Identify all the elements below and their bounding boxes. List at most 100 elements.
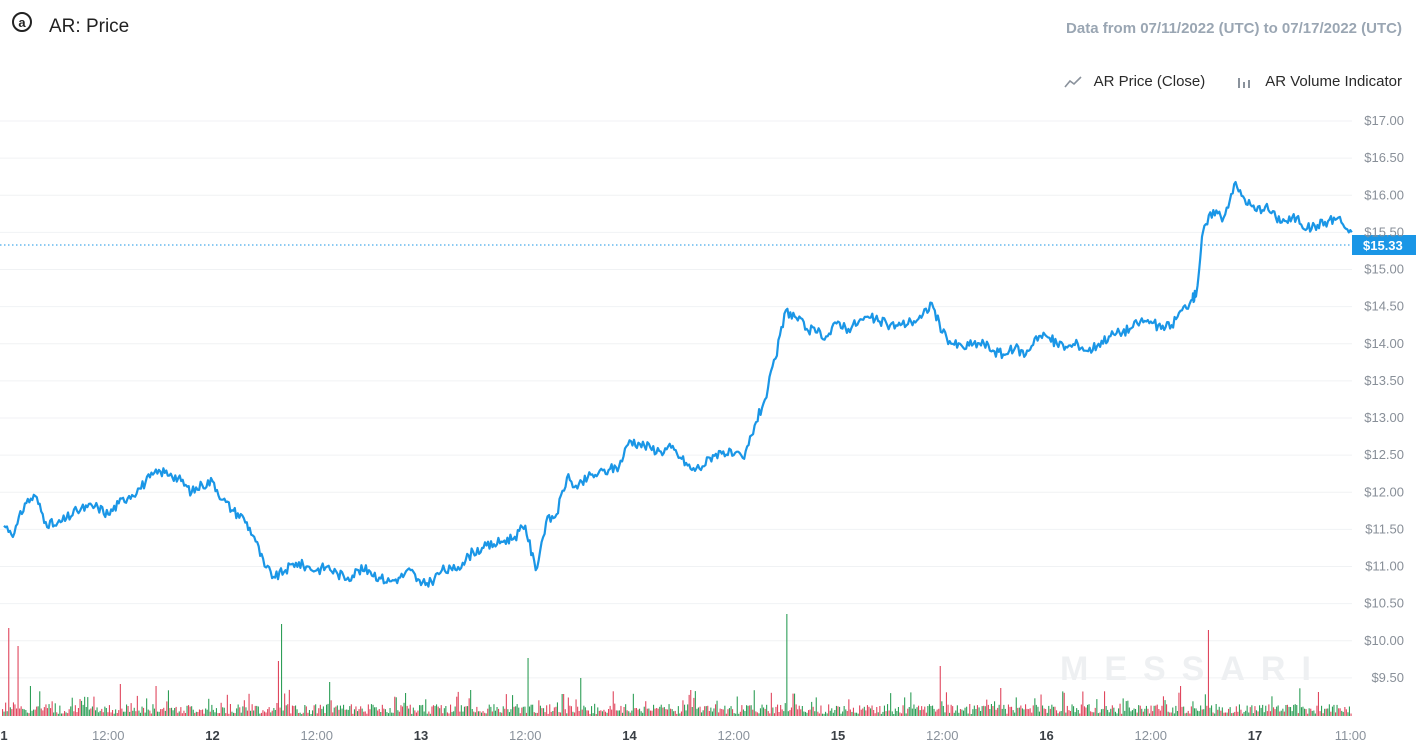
- volume-bar: [767, 711, 769, 716]
- x-tick-label: 16: [1039, 728, 1053, 743]
- volume-bar: [639, 708, 641, 716]
- volume-bar: [527, 658, 529, 716]
- y-tick-label: $9.50: [1371, 670, 1404, 685]
- volume-bar: [70, 706, 72, 716]
- volume-bar: [1015, 697, 1017, 716]
- volume-bar: [512, 695, 514, 716]
- volume-bar: [1014, 712, 1016, 716]
- volume-bar: [1127, 700, 1129, 716]
- volume-bar: [405, 693, 407, 716]
- volume-bar: [516, 704, 518, 716]
- volume-bar: [831, 708, 833, 716]
- volume-bar: [426, 713, 428, 716]
- y-tick-label: $14.50: [1364, 299, 1404, 314]
- volume-bar: [1321, 705, 1323, 716]
- volume-bar: [634, 708, 636, 716]
- volume-bar: [223, 707, 225, 716]
- volume-bar: [1063, 692, 1065, 716]
- volume-bar: [502, 706, 504, 716]
- legend-item-price[interactable]: AR Price (Close): [1063, 73, 1205, 90]
- volume-bar: [180, 707, 182, 716]
- volume-bar: [1319, 711, 1321, 716]
- volume-bar: [530, 704, 532, 716]
- volume-bar: [569, 705, 571, 716]
- volume-bar: [369, 709, 371, 716]
- volume-bar: [279, 707, 281, 716]
- volume-bar: [961, 709, 963, 716]
- volume-bar: [307, 712, 309, 716]
- grid-lines: [0, 120, 1352, 679]
- volume-bar: [200, 710, 202, 716]
- volume-bar: [1049, 708, 1051, 716]
- volume-bar: [815, 697, 817, 716]
- volume-bar: [95, 710, 97, 716]
- volume-bar: [406, 705, 408, 716]
- volume-bar: [835, 705, 837, 716]
- volume-bar: [637, 709, 639, 716]
- volume-bar: [538, 700, 540, 716]
- volume-bar: [1317, 692, 1319, 716]
- volume-bar: [281, 624, 283, 716]
- volume-bar: [468, 698, 470, 716]
- volume-bar: [1001, 708, 1003, 716]
- volume-bar: [1073, 706, 1075, 716]
- volume-bar: [178, 711, 180, 716]
- volume-bar: [98, 712, 100, 716]
- volume-bar: [59, 705, 61, 716]
- volume-bar: [896, 711, 898, 716]
- volume-bar: [504, 708, 506, 716]
- volume-bar: [40, 708, 42, 716]
- volume-bar: [219, 713, 221, 716]
- volume-bar: [933, 708, 935, 716]
- volume-bar: [868, 706, 870, 716]
- volume-bar: [856, 712, 858, 716]
- volume-bar: [978, 707, 980, 716]
- volume-bar: [1180, 686, 1182, 716]
- volume-bar: [400, 705, 402, 716]
- volume-bar: [987, 704, 989, 716]
- volume-bar: [574, 712, 576, 716]
- volume-bar: [556, 702, 558, 716]
- volume-bar: [1235, 706, 1237, 716]
- volume-bar: [339, 705, 341, 716]
- volume-bar: [876, 707, 878, 716]
- volume-bar: [122, 711, 124, 716]
- volume-bar: [1124, 710, 1126, 716]
- volume-bar: [1331, 706, 1333, 716]
- bar-chart-icon: [1238, 77, 1251, 88]
- volume-bar: [1012, 710, 1014, 716]
- volume-bar: [646, 708, 648, 716]
- x-tick-label: 11:00: [1335, 728, 1367, 743]
- volume-bar: [739, 711, 741, 716]
- volume-bar: [854, 712, 856, 716]
- volume-bar: [812, 706, 814, 716]
- volume-bar: [834, 710, 836, 716]
- volume-bar: [635, 708, 637, 716]
- volume-bar: [578, 711, 580, 716]
- volume-bar: [1169, 712, 1171, 716]
- volume-bar: [1314, 713, 1316, 716]
- volume-bar: [268, 707, 270, 716]
- volume-bar: [891, 711, 893, 716]
- volume-bar: [783, 711, 785, 716]
- volume-bar: [697, 707, 699, 716]
- volume-bar: [1020, 705, 1022, 716]
- x-tick-label: 12: [205, 728, 219, 743]
- volume-bar: [640, 711, 642, 716]
- volume-bar: [758, 713, 760, 716]
- volume-bar: [46, 708, 48, 716]
- volume-bar: [1183, 706, 1185, 716]
- volume-bar: [135, 711, 137, 716]
- volume-bar: [711, 711, 713, 716]
- volume-bar: [423, 711, 425, 716]
- volume-bar: [1035, 704, 1037, 716]
- volume-bar: [1246, 705, 1248, 716]
- y-axis: $17.00 $16.50 $16.00 $15.50 $15.00 $14.50 $14.…: [1364, 113, 1404, 685]
- volume-bar: [394, 696, 396, 716]
- volume-bar: [797, 709, 799, 716]
- volume-bar: [680, 711, 682, 716]
- volume-bar: [212, 709, 214, 716]
- legend-item-volume[interactable]: AR Volume Indicator: [1235, 73, 1402, 90]
- volume-bar: [1291, 711, 1293, 716]
